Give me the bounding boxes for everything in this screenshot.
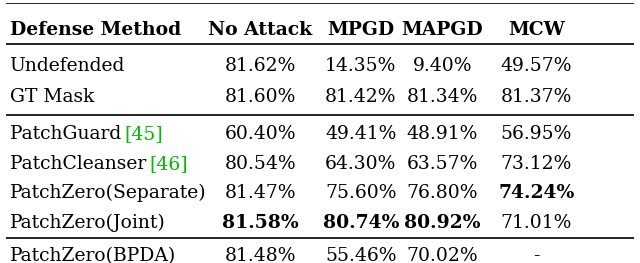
Text: Defense Method: Defense Method (10, 21, 180, 39)
Text: 80.54%: 80.54% (225, 155, 296, 173)
Text: No Attack: No Attack (208, 21, 312, 39)
Text: PatchGuard: PatchGuard (10, 125, 127, 143)
Text: [46]: [46] (149, 155, 188, 173)
Text: 81.42%: 81.42% (325, 88, 397, 106)
Text: 70.02%: 70.02% (406, 247, 478, 263)
Text: 81.34%: 81.34% (406, 88, 478, 106)
Text: MPGD: MPGD (327, 21, 394, 39)
Text: 80.92%: 80.92% (404, 214, 481, 232)
Text: 73.12%: 73.12% (500, 155, 572, 173)
Text: MAPGD: MAPGD (401, 21, 483, 39)
Text: PatchZero(Joint): PatchZero(Joint) (10, 214, 165, 232)
Text: MCW: MCW (508, 21, 564, 39)
Text: Undefended: Undefended (10, 57, 125, 75)
Text: 64.30%: 64.30% (325, 155, 396, 173)
Text: 49.57%: 49.57% (500, 57, 572, 75)
Text: -: - (533, 247, 540, 263)
Text: 55.46%: 55.46% (325, 247, 397, 263)
Text: 80.74%: 80.74% (323, 214, 399, 232)
Text: PatchZero(Separate): PatchZero(Separate) (10, 184, 206, 203)
Text: PatchZero(BPDA): PatchZero(BPDA) (10, 247, 176, 263)
Text: 56.95%: 56.95% (500, 125, 572, 143)
Text: 81.58%: 81.58% (222, 214, 299, 232)
Text: 81.62%: 81.62% (225, 57, 296, 75)
Text: 81.37%: 81.37% (500, 88, 572, 106)
Text: 63.57%: 63.57% (406, 155, 478, 173)
Text: PatchCleanser: PatchCleanser (10, 155, 152, 173)
Text: 81.60%: 81.60% (225, 88, 296, 106)
Text: 60.40%: 60.40% (225, 125, 296, 143)
Text: 14.35%: 14.35% (325, 57, 396, 75)
Text: 75.60%: 75.60% (325, 184, 397, 202)
Text: GT Mask: GT Mask (10, 88, 94, 106)
Text: 76.80%: 76.80% (406, 184, 478, 202)
Text: 81.48%: 81.48% (225, 247, 296, 263)
Text: [45]: [45] (124, 125, 163, 143)
Text: 74.24%: 74.24% (498, 184, 575, 202)
Text: 71.01%: 71.01% (500, 214, 572, 232)
Text: 48.91%: 48.91% (406, 125, 478, 143)
Text: 49.41%: 49.41% (325, 125, 396, 143)
Text: 81.47%: 81.47% (225, 184, 296, 202)
Text: 9.40%: 9.40% (413, 57, 472, 75)
